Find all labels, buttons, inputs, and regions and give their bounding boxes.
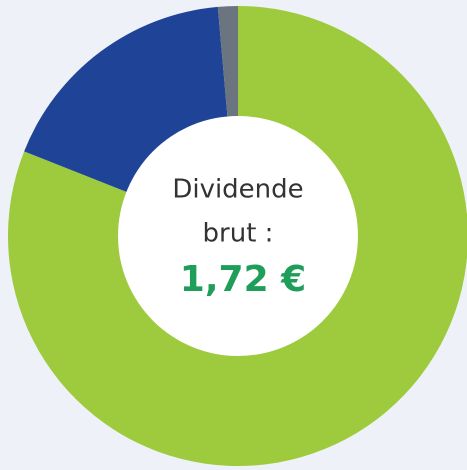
center-label: brut : (203, 219, 274, 249)
center-value: 1,72 € (180, 259, 306, 300)
center-label: Dividende (172, 175, 303, 205)
donut-hole (118, 116, 358, 356)
